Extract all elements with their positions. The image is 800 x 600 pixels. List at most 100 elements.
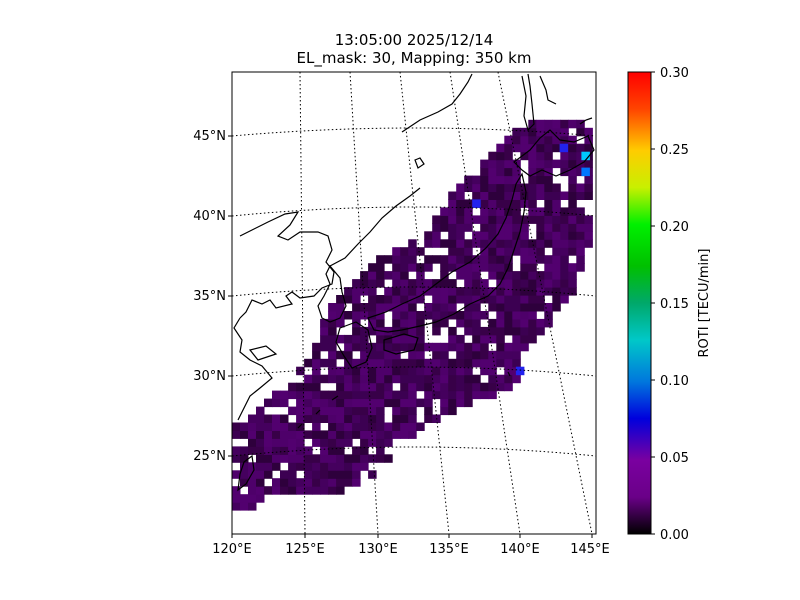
roti-cell bbox=[448, 207, 457, 216]
roti-cell bbox=[416, 334, 425, 344]
roti-cell bbox=[552, 295, 561, 304]
roti-cell bbox=[464, 311, 473, 320]
roti-cell bbox=[456, 398, 465, 408]
roti-cell bbox=[400, 247, 409, 256]
roti-cell bbox=[568, 167, 577, 177]
roti-cell bbox=[472, 350, 481, 360]
roti-cell bbox=[512, 183, 521, 192]
roti-cell bbox=[336, 350, 345, 360]
roti-cell bbox=[360, 350, 369, 360]
roti-cell bbox=[392, 263, 401, 272]
roti-cell bbox=[512, 311, 521, 320]
roti-cell bbox=[424, 414, 433, 423]
roti-cell bbox=[520, 326, 529, 336]
roti-cell bbox=[472, 239, 481, 248]
roti-cell bbox=[312, 358, 321, 368]
roti-cell bbox=[520, 271, 529, 280]
roti-cell bbox=[264, 422, 273, 431]
roti-cell bbox=[576, 239, 585, 248]
roti-cell bbox=[400, 398, 409, 408]
roti-cell bbox=[504, 350, 513, 360]
roti-cell-high bbox=[472, 199, 481, 208]
roti-cell bbox=[488, 231, 497, 240]
roti-cell bbox=[256, 430, 265, 439]
roti-cell bbox=[536, 255, 545, 264]
roti-cell bbox=[328, 438, 337, 447]
roti-cell bbox=[376, 366, 385, 376]
roti-cell bbox=[472, 303, 481, 312]
roti-cell bbox=[520, 247, 529, 256]
roti-cell bbox=[312, 454, 321, 463]
roti-cell bbox=[240, 430, 249, 439]
roti-cell bbox=[376, 430, 385, 439]
roti-cell bbox=[528, 334, 537, 344]
roti-cell bbox=[504, 223, 513, 232]
roti-cell bbox=[464, 398, 473, 408]
roti-cell bbox=[336, 318, 345, 328]
roti-cell bbox=[504, 143, 513, 153]
roti-cell bbox=[496, 167, 505, 177]
roti-cell bbox=[328, 478, 337, 487]
roti-cell bbox=[520, 342, 529, 352]
roti-cell bbox=[368, 350, 377, 360]
roti-cell bbox=[464, 263, 473, 272]
roti-cell bbox=[536, 326, 545, 336]
roti-cell bbox=[528, 311, 537, 320]
roti-cell bbox=[328, 350, 337, 360]
roti-cell bbox=[312, 478, 321, 487]
roti-cell bbox=[408, 414, 417, 423]
roti-cell bbox=[568, 183, 577, 192]
roti-cell bbox=[432, 350, 441, 360]
roti-cell bbox=[328, 358, 337, 368]
roti-cell bbox=[360, 382, 369, 392]
roti-cell bbox=[504, 167, 513, 177]
roti-cell bbox=[400, 390, 409, 400]
roti-cell bbox=[512, 334, 521, 344]
roti-cell bbox=[272, 414, 281, 423]
roti-cell bbox=[408, 247, 417, 256]
roti-cell bbox=[528, 127, 537, 137]
roti-cell bbox=[512, 215, 521, 224]
roti-cell bbox=[344, 430, 353, 439]
roti-cell bbox=[352, 462, 361, 471]
roti-cell bbox=[448, 255, 457, 264]
roti-cell bbox=[576, 255, 585, 264]
roti-cell bbox=[544, 191, 553, 200]
roti-cell bbox=[344, 390, 353, 400]
roti-cell bbox=[448, 231, 457, 240]
roti-cell bbox=[328, 390, 337, 400]
roti-cell bbox=[456, 311, 465, 320]
roti-cell bbox=[360, 271, 369, 280]
roti-cell bbox=[304, 374, 313, 384]
roti-cell bbox=[504, 199, 513, 208]
roti-cell bbox=[272, 446, 281, 455]
roti-cell bbox=[360, 342, 369, 352]
roti-cell bbox=[496, 287, 505, 296]
roti-cell bbox=[480, 382, 489, 392]
roti-cell bbox=[400, 287, 409, 296]
roti-cell bbox=[264, 470, 273, 479]
roti-cell bbox=[432, 318, 441, 328]
roti-cell bbox=[312, 390, 321, 400]
roti-cell bbox=[304, 358, 313, 368]
roti-cell bbox=[320, 462, 329, 471]
roti-cell bbox=[232, 422, 241, 431]
roti-cell bbox=[288, 406, 297, 416]
roti-cell bbox=[256, 446, 265, 455]
lon-tick-label: 145°E bbox=[570, 542, 610, 557]
roti-cell bbox=[320, 334, 329, 344]
roti-cell bbox=[296, 414, 305, 423]
roti-cell bbox=[568, 231, 577, 240]
roti-cell bbox=[464, 255, 473, 264]
roti-cell bbox=[440, 358, 449, 368]
roti-cell bbox=[544, 271, 553, 280]
roti-cell bbox=[328, 311, 337, 320]
roti-cell bbox=[304, 390, 313, 400]
roti-cell bbox=[384, 295, 393, 304]
roti-cell bbox=[512, 199, 521, 208]
roti-cell bbox=[480, 207, 489, 216]
roti-cell bbox=[560, 151, 569, 161]
roti-cell bbox=[472, 374, 481, 384]
roti-cell bbox=[280, 430, 289, 439]
roti-cell bbox=[488, 199, 497, 208]
